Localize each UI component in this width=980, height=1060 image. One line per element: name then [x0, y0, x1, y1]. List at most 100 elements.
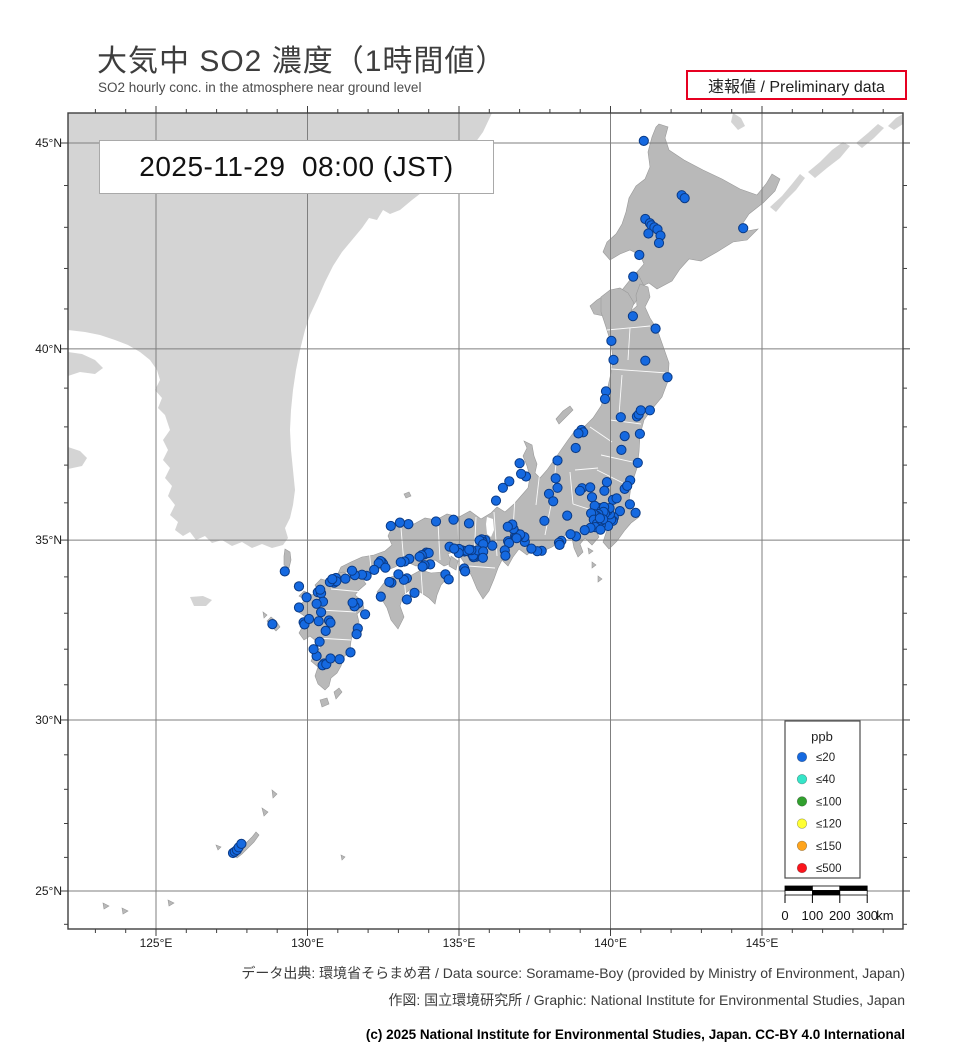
- station-dot: [449, 543, 460, 554]
- lon-axis-label: 140°E: [594, 936, 627, 950]
- station-dot: [635, 405, 646, 416]
- legend-dot: [796, 862, 808, 874]
- lake-biwa: [486, 517, 494, 537]
- station-dot: [738, 223, 749, 234]
- station-dot: [554, 539, 565, 551]
- scale-bar-label: 300: [856, 908, 878, 923]
- station-dot: [500, 550, 511, 561]
- lon-axis-label: 135°E: [443, 936, 476, 950]
- station-dot: [308, 644, 319, 655]
- station-dot: [514, 458, 525, 469]
- legend-dot: [796, 818, 808, 829]
- graphic-credit-line: 作図: 国立環境研究所 / Graphic: National Institut…: [388, 992, 905, 1008]
- station-dot: [552, 455, 563, 466]
- foreign-landmass: [68, 113, 903, 606]
- station-dot: [401, 594, 412, 605]
- station-dot: [325, 653, 336, 664]
- preliminary-data-label: 速報値 / Preliminary data: [708, 79, 885, 96]
- gridlines: [68, 113, 903, 929]
- lon-axis-label: 145°E: [746, 936, 779, 950]
- station-dot: [579, 525, 590, 536]
- station-dot: [460, 566, 471, 577]
- legend-item-label: ≤100: [816, 796, 842, 808]
- station-dot: [448, 514, 459, 525]
- station-dot: [301, 592, 312, 603]
- station-dot: [552, 482, 563, 493]
- station-dot: [548, 496, 559, 507]
- map-frame: [67, 112, 904, 930]
- station-dot: [236, 838, 247, 850]
- station-dot: [334, 654, 345, 665]
- timestamp-box: 2025-11-29 08:00 (JST): [99, 140, 494, 194]
- station-dot: [611, 493, 622, 504]
- station-dot: [632, 457, 643, 468]
- station-dot: [622, 480, 633, 491]
- station-dot: [279, 566, 290, 577]
- legend-item-label: ≤20: [816, 752, 835, 764]
- station-dot: [606, 335, 617, 346]
- scale-bar-label: 0: [781, 908, 788, 923]
- station-dot: [634, 428, 646, 439]
- legend-title: ppb: [811, 729, 833, 744]
- station-dot: [340, 573, 351, 584]
- legend-items: ≤20 ≤40 ≤100 ≤120 ≤150 ≤500: [796, 751, 842, 875]
- japan-so2-map: 45°N 40°N 35°N 30°N 25°N 125°E 130°E 135°E 140°E…: [35, 106, 910, 950]
- legend-dot: [796, 840, 808, 851]
- station-dot: [650, 323, 661, 334]
- station-dot: [311, 598, 322, 609]
- station-dot: [369, 564, 380, 576]
- station-dot: [394, 517, 405, 528]
- station-dot: [627, 311, 639, 322]
- station-dot: [679, 193, 690, 204]
- station-dot: [325, 617, 336, 628]
- station-dot: [614, 506, 626, 517]
- station-dot: [550, 473, 561, 484]
- station-dot: [380, 562, 391, 573]
- station-dot: [360, 609, 371, 620]
- station-dot: [628, 271, 639, 282]
- lat-axis-label: 30°N: [35, 713, 62, 727]
- station-dot: [430, 516, 442, 527]
- station-dot: [502, 521, 513, 532]
- station-dot: [644, 405, 656, 416]
- station-dot: [643, 228, 654, 239]
- station-dot: [504, 476, 515, 487]
- scale-bar-label: 100: [802, 908, 824, 923]
- station-dot: [316, 607, 327, 618]
- station-dot: [320, 625, 331, 637]
- station-dot: [543, 488, 555, 499]
- station-dot: [640, 355, 651, 366]
- legend-dot: [796, 796, 808, 807]
- legend-dot: [796, 774, 808, 785]
- preliminary-data-badge: 速報値 / Preliminary data: [686, 70, 907, 100]
- station-dot: [403, 519, 414, 530]
- station-dot: [267, 619, 278, 630]
- station-dot: [630, 507, 641, 519]
- station-dot: [293, 581, 305, 592]
- station-dot: [375, 591, 386, 602]
- station-dot: [347, 597, 358, 608]
- station-dot: [463, 518, 475, 529]
- station-dot: [595, 524, 606, 535]
- station-dot: [384, 576, 395, 588]
- station-dot: [395, 557, 406, 568]
- legend-item-label: ≤500: [816, 863, 842, 875]
- station-dot: [351, 629, 362, 640]
- lat-axis-label: 45°N: [35, 136, 62, 150]
- station-dot: [615, 412, 626, 423]
- station-dot: [574, 485, 586, 496]
- station-dot: [601, 477, 613, 488]
- station-dot: [526, 543, 537, 554]
- station-dot: [573, 428, 584, 439]
- station-dot: [616, 444, 627, 455]
- station-dot: [608, 354, 619, 365]
- station-dot: [409, 587, 420, 599]
- station-dot: [303, 613, 315, 625]
- timestamp-label: 2025-11-29 08:00 (JST): [139, 151, 454, 182]
- station-dot: [327, 574, 338, 585]
- station-dot: [570, 442, 581, 454]
- station-dot: [562, 510, 573, 521]
- station-dot: [477, 552, 488, 563]
